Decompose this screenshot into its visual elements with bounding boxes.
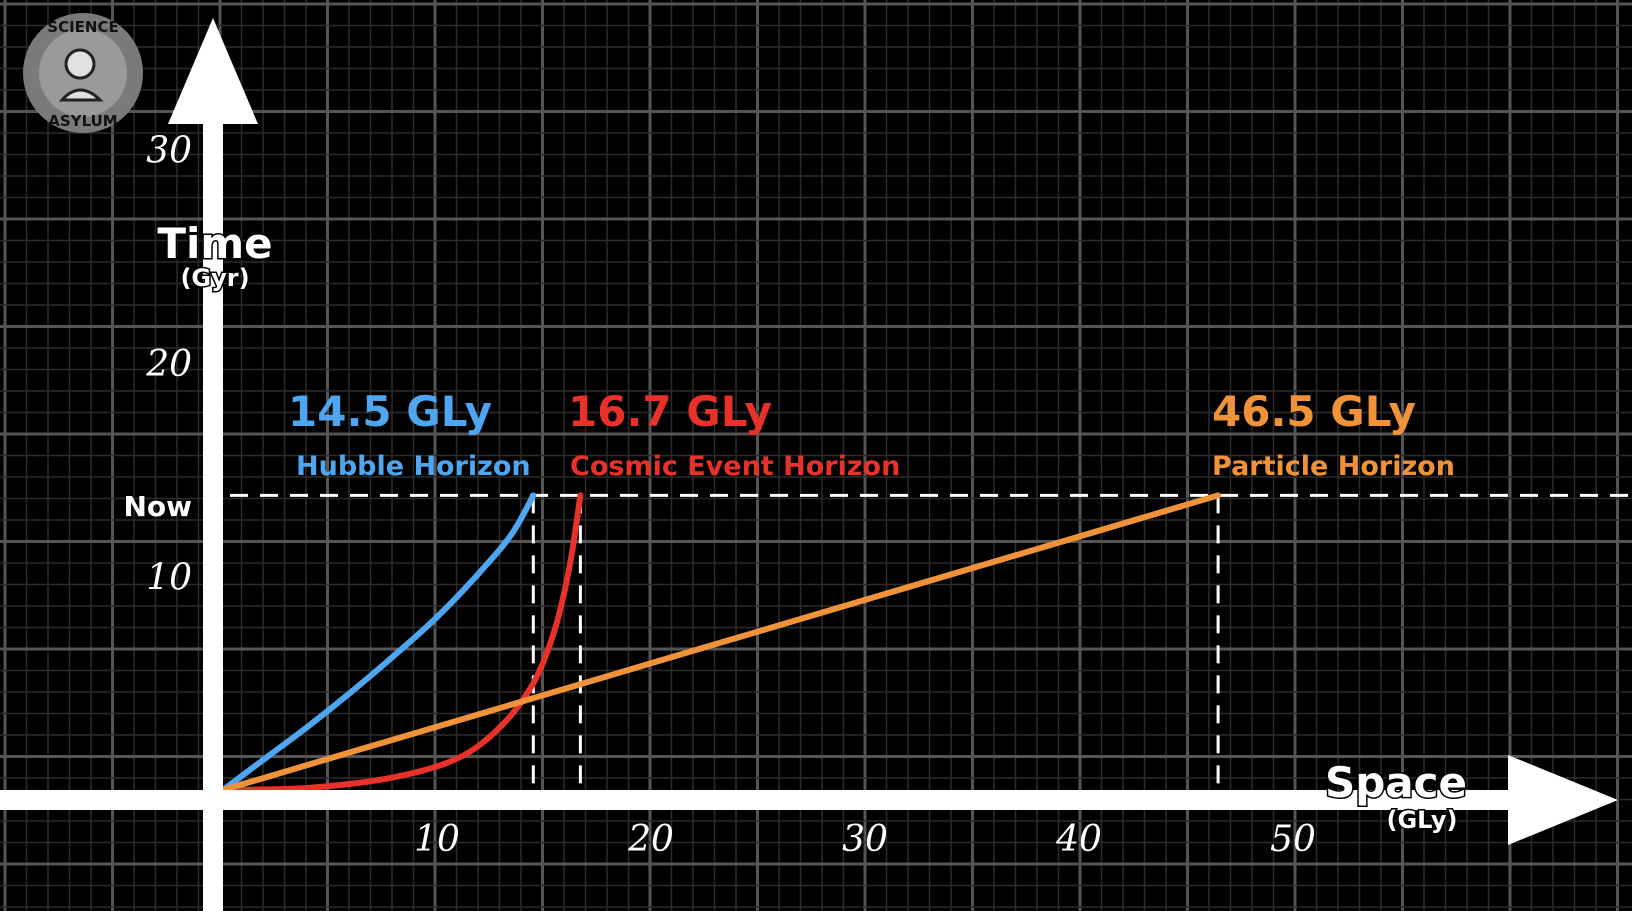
x-tick-label: 20 [627, 819, 674, 860]
axes [0, 18, 1618, 911]
science-asylum-logo: SCIENCE ASYLUM [23, 13, 143, 133]
y-tick-label: 20 [145, 344, 192, 385]
cosmic-event-horizon-curve [220, 492, 584, 793]
horizon-curves [220, 492, 1222, 793]
logo-bottom-text: ASYLUM [48, 112, 117, 130]
horizon-guides [230, 493, 1632, 790]
hubble-horizon-name: Hubble Horizon [296, 451, 531, 482]
x-tick-label: 10 [414, 819, 460, 860]
logo-top-text: SCIENCE [47, 18, 118, 36]
y-axis-title: Time [157, 219, 272, 268]
x-axis-title: Space [1325, 758, 1467, 807]
tick-labels: 10 20 30 40 50 10 20 30 [145, 131, 1316, 861]
logo-face-icon [64, 48, 96, 80]
y-tick-label: 10 [146, 558, 192, 599]
cosmic-event-horizon-value: 16.7 GLy [568, 387, 772, 436]
x-axis-unit: (GLy) [1387, 806, 1458, 834]
x-tick-label: 40 [1055, 819, 1102, 860]
y-axis-unit: (Gyr) [180, 264, 249, 292]
now-label: Now [123, 490, 192, 523]
cosmic-event-horizon-label: 16.7 GLy Cosmic Event Horizon [568, 387, 900, 482]
y-axis-arrow-icon [168, 18, 258, 124]
particle-horizon-label: 46.5 GLy Particle Horizon [1212, 387, 1455, 482]
x-tick-label: 30 [842, 819, 888, 860]
particle-horizon-curve [220, 492, 1222, 793]
particle-horizon-name: Particle Horizon [1212, 451, 1455, 482]
logo-body-icon [58, 88, 104, 102]
y-tick-label: 30 [146, 131, 192, 172]
hubble-horizon-label: 14.5 GLy Hubble Horizon [288, 387, 531, 482]
hubble-horizon-curve [220, 492, 537, 793]
cosmic-event-horizon-name: Cosmic Event Horizon [570, 451, 900, 482]
x-axis-arrow-icon [1508, 755, 1618, 845]
particle-horizon-value: 46.5 GLy [1212, 387, 1416, 436]
hubble-horizon-value: 14.5 GLy [288, 387, 492, 436]
x-tick-label: 50 [1270, 819, 1316, 860]
